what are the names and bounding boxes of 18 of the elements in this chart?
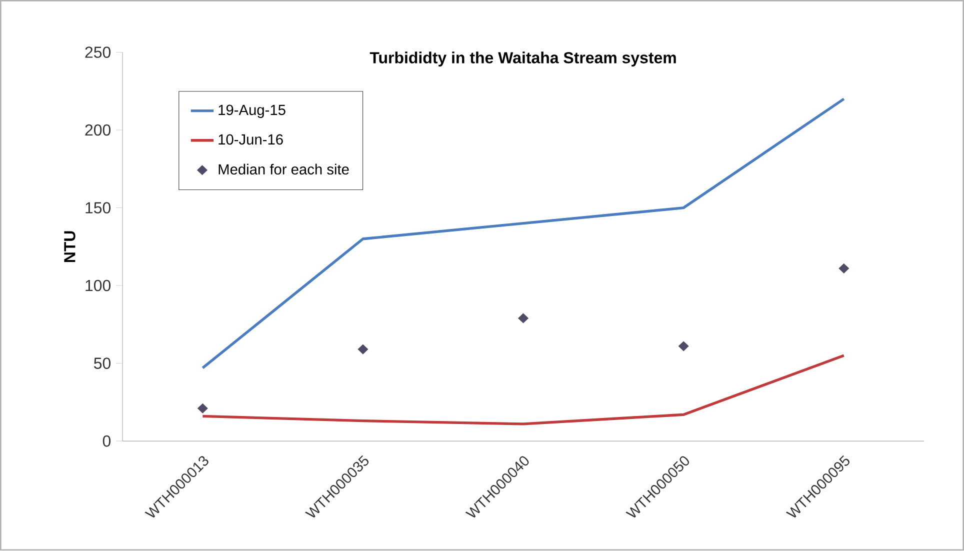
chart-title: Turbididty in the Waitaha Stream system [370,52,676,67]
y-tick-label: 0 [102,436,111,447]
point [838,264,850,274]
legend-label: Median for each site [218,164,349,175]
y-tick-label: 100 [86,280,111,292]
y-tick-label: 50 [94,358,111,370]
line-series [201,98,846,370]
y-tick-label: 200 [85,124,111,136]
point [358,344,368,354]
legend-label: 10-Jun-16 [218,134,283,145]
y-tick-label: 150 [86,202,111,214]
y-axis-title: NTU [64,231,76,262]
line-series [201,354,846,426]
point [518,313,528,324]
point [197,404,208,414]
point [678,341,689,352]
legend-label: 19-Aug-15 [218,104,286,118]
y-tick-label: 250 [85,46,111,58]
